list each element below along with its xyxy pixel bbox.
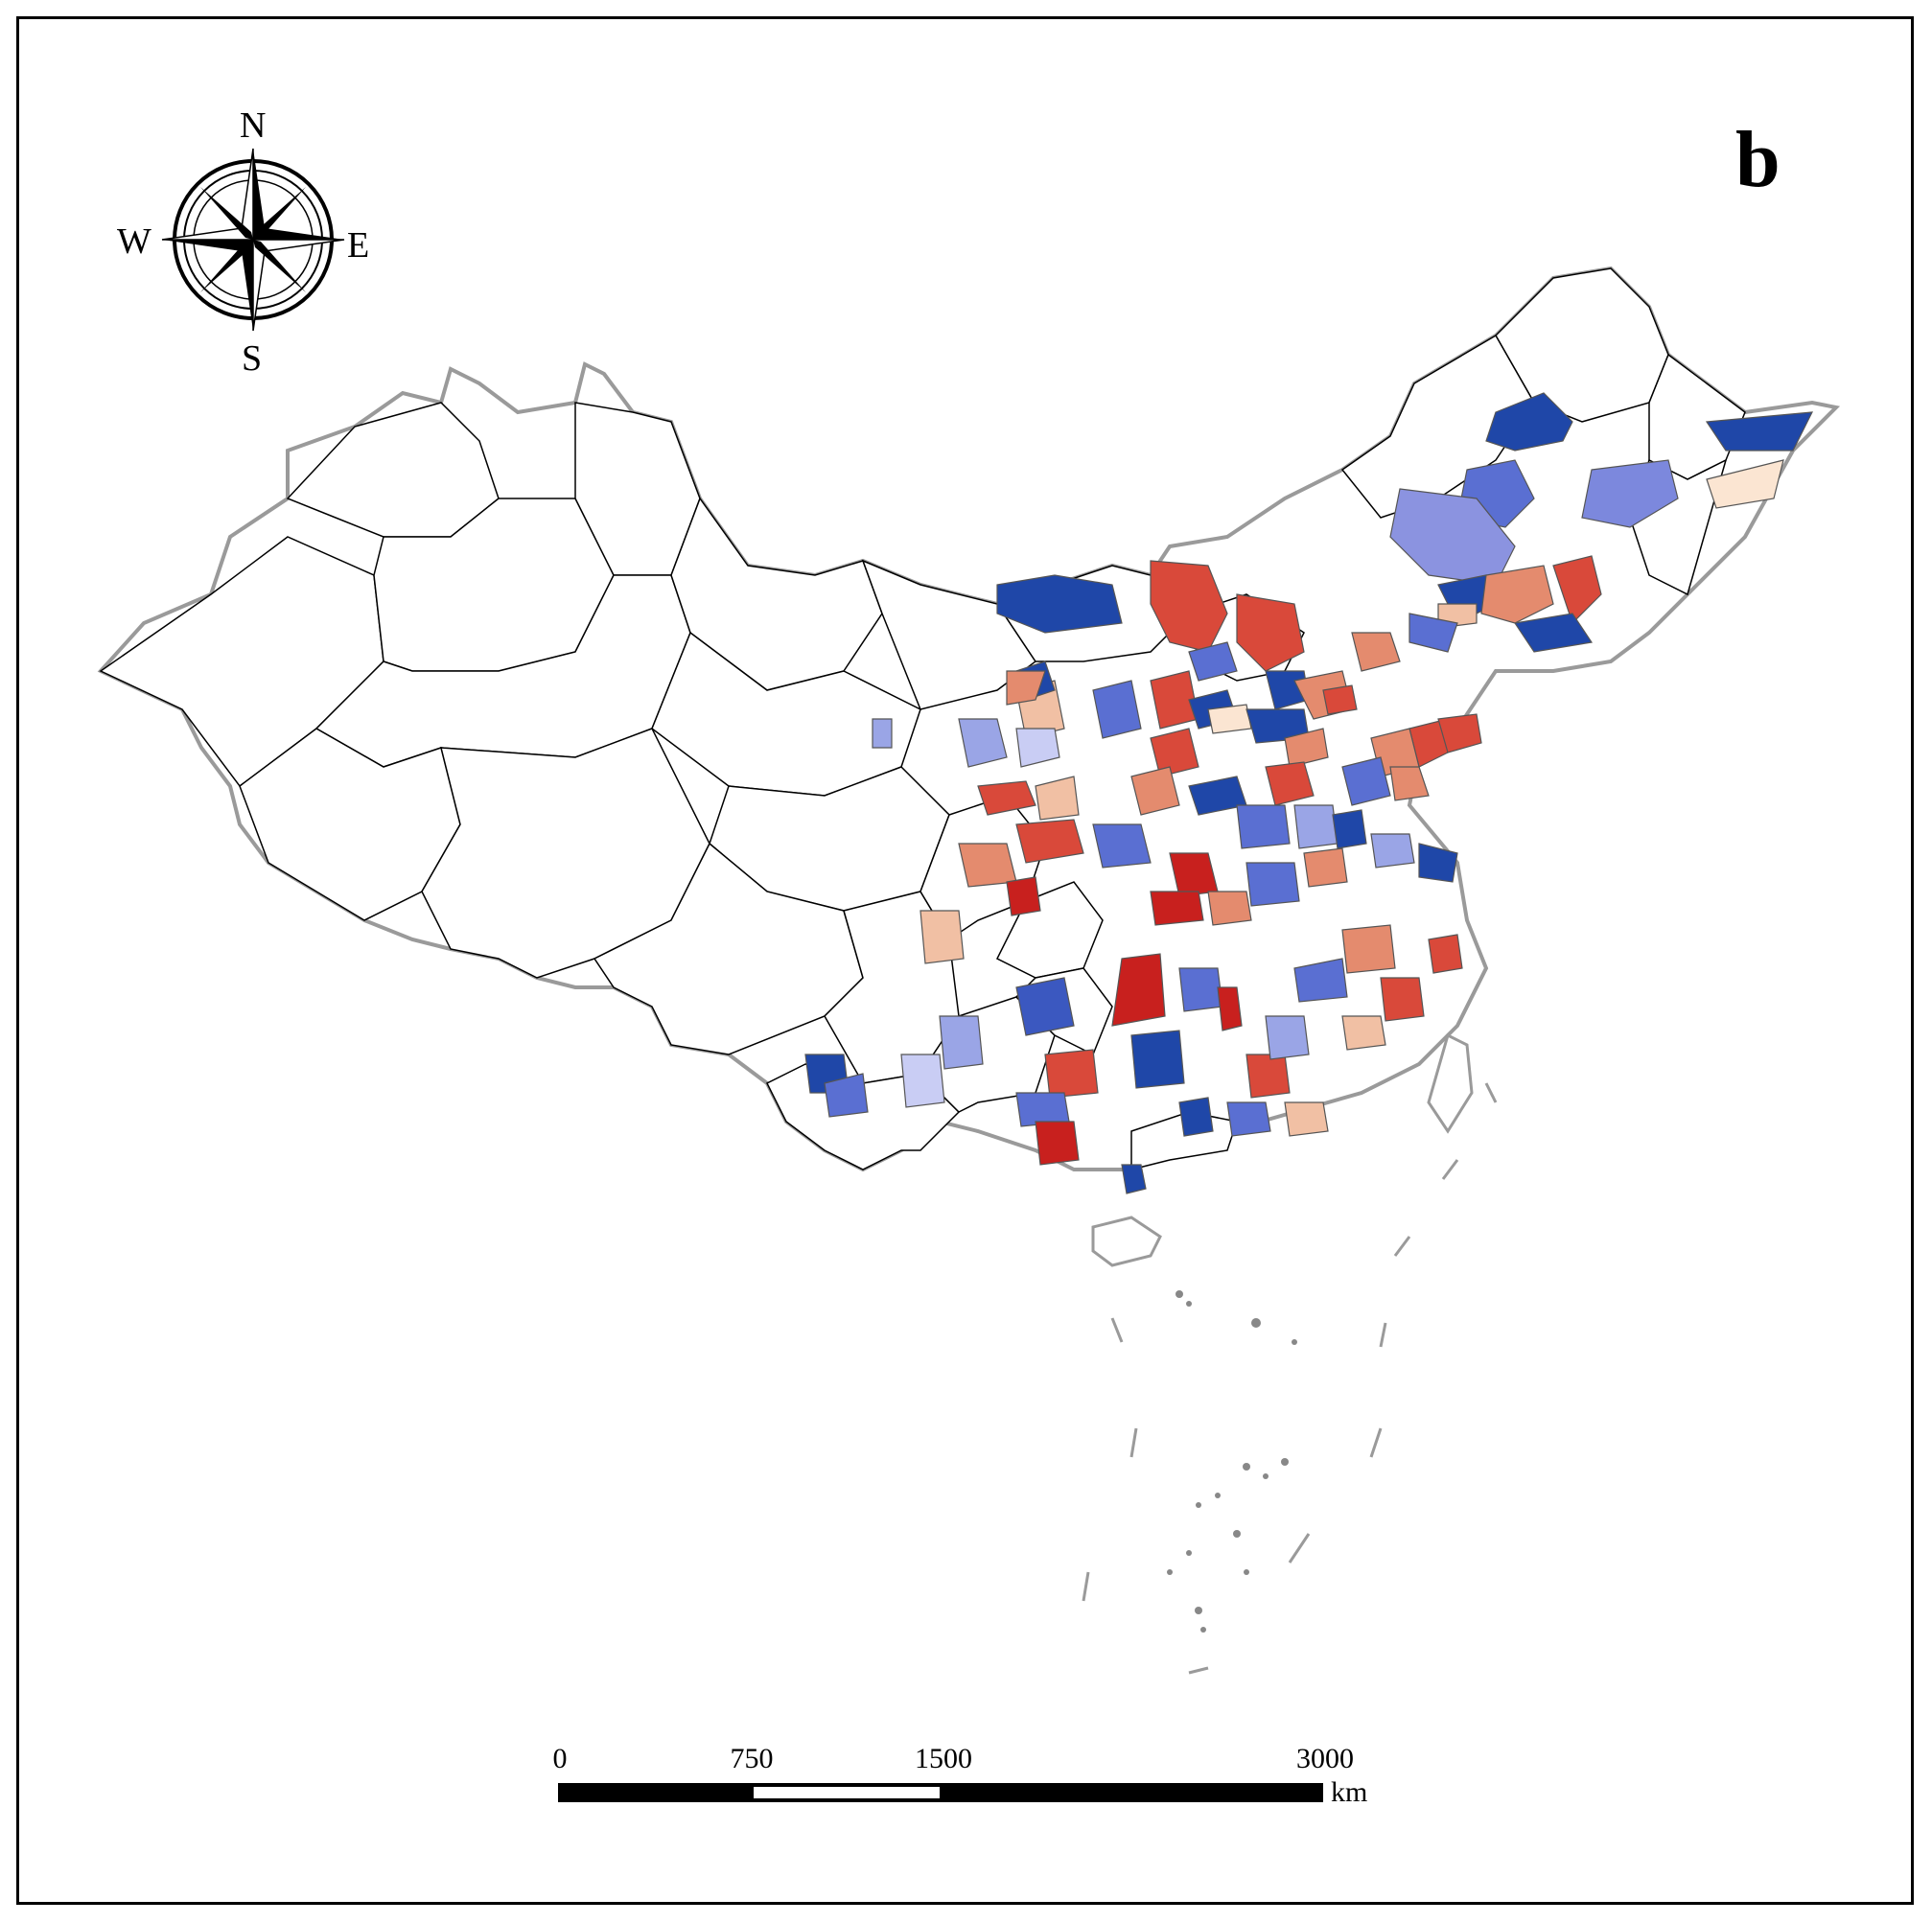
region-sichuan-salmon	[919, 910, 965, 964]
region-siping	[1552, 555, 1602, 625]
compass-east-label: E	[347, 225, 370, 266]
south-china-sea-inset	[1082, 1082, 1498, 1675]
region-hubei-red2	[1150, 891, 1204, 926]
region-hubei-blue	[1245, 862, 1300, 907]
region-hegang	[1706, 459, 1784, 509]
region-hebei-orange	[1284, 728, 1329, 768]
region-jiangxi-red	[1380, 977, 1425, 1022]
region-jilin-orange	[1480, 565, 1554, 624]
region-mudanjiang	[1581, 459, 1679, 528]
region-qinghai-pale	[872, 718, 893, 749]
nine-dash-line-1	[1484, 1082, 1498, 1103]
region-gansu-pale	[958, 718, 1008, 768]
region-fujian-pale	[1341, 1015, 1386, 1051]
region-yunnan-mid	[824, 1073, 869, 1118]
region-zhejiang-red	[1428, 934, 1463, 974]
region-shaanxi-pale	[1207, 704, 1252, 734]
scale-tick-750: 750	[730, 1743, 774, 1774]
scale-bar-graphic	[558, 1783, 1323, 1802]
region-shaanxi-south-red	[977, 780, 1036, 816]
nine-dash-line-5	[1369, 1427, 1383, 1458]
white-regions	[99, 267, 1746, 1267]
region-shandong-5	[1389, 766, 1430, 801]
scale-unit-label: km	[1331, 1776, 1368, 1808]
region-gansu-orange2	[1006, 670, 1046, 706]
region-guangdong-red	[1245, 1054, 1291, 1099]
region-henan-orange	[1130, 766, 1180, 816]
colored-regions	[804, 392, 1814, 1194]
region-tibet-central	[421, 728, 710, 979]
region-guizhou-blue	[1015, 977, 1075, 1036]
region-hainan	[1091, 1216, 1162, 1267]
region-yanqing-red	[1322, 684, 1358, 715]
nine-dash-line-2	[1441, 1159, 1459, 1180]
region-liaoning-blue	[1408, 613, 1458, 653]
region-datong	[1188, 641, 1238, 682]
region-shaanxi-south-orange	[1035, 776, 1080, 821]
nine-dash-line-6	[1288, 1533, 1311, 1564]
region-shandong-3	[1437, 713, 1482, 753]
region-henan-center	[1236, 804, 1291, 849]
region-sichuan-blue	[1092, 823, 1152, 869]
region-jiangsu-blue	[1418, 843, 1458, 883]
region-taiwan	[1427, 1032, 1474, 1134]
region-tibet-east	[593, 842, 864, 1055]
region-guangxi-dark	[1130, 1030, 1185, 1089]
region-yunnan-pale	[900, 1054, 945, 1108]
compass-south-label: S	[242, 338, 263, 379]
nine-dash-line-9	[1129, 1427, 1138, 1458]
region-guangdong-blue2	[1226, 1101, 1271, 1137]
region-shanxi-red	[1150, 728, 1199, 777]
region-sichuan-pale	[958, 843, 1017, 888]
region-guangdong-blue	[1178, 1097, 1214, 1137]
region-guangxi-red	[1044, 1049, 1099, 1099]
island-dots	[1167, 1290, 1297, 1633]
region-shanxi-blue	[1092, 680, 1142, 739]
compass-rose-icon	[161, 148, 345, 332]
region-fujian-blue	[1293, 958, 1348, 1003]
region-hunan-red2	[1217, 986, 1243, 1031]
region-hunan-red	[1111, 953, 1166, 1027]
region-henan-red	[1265, 761, 1315, 806]
region-guangxi-red2	[1035, 1121, 1080, 1166]
region-alxa	[996, 574, 1123, 634]
region-baotou	[1236, 593, 1305, 672]
nine-dash-line-8	[1082, 1571, 1090, 1602]
region-liaoning-orange	[1351, 632, 1401, 672]
region-sichuan-red	[1006, 876, 1041, 916]
region-ningxia-pale	[1015, 728, 1060, 768]
region-sichuan-orange	[1015, 819, 1084, 864]
scale-tick-1500: 1500	[915, 1743, 972, 1774]
scale-tick-3000: 3000	[1296, 1743, 1354, 1774]
region-guangdong-orange	[1284, 1101, 1329, 1137]
region-tonghua	[1513, 613, 1594, 653]
region-henan-pale	[1293, 804, 1338, 849]
region-hunan-blue	[1178, 967, 1223, 1012]
panel-label: b	[1735, 115, 1781, 204]
region-yunnan-light	[939, 1015, 984, 1070]
region-jiangsu-light	[1370, 833, 1415, 869]
nine-dash-line-7	[1188, 1666, 1209, 1675]
region-hainan-blue	[1121, 1164, 1147, 1194]
nine-dash-line-3	[1393, 1236, 1411, 1257]
region-anhui-orange	[1303, 847, 1348, 888]
nine-dash-line-4	[1379, 1322, 1387, 1348]
region-anhui-blue	[1332, 809, 1367, 849]
region-jixi	[1705, 411, 1814, 452]
region-shandong-4	[1341, 756, 1391, 806]
region-hunan-pale	[1265, 1015, 1310, 1060]
scale-tick-0: 0	[552, 1743, 568, 1774]
region-heilongjiang-blue	[1485, 392, 1573, 452]
nine-dash-line-10	[1110, 1317, 1124, 1343]
region-jiangxi-orange	[1341, 924, 1396, 974]
compass-west-label: W	[117, 221, 151, 262]
compass-north-label: N	[240, 105, 267, 146]
region-hubei-orange	[1207, 891, 1252, 926]
